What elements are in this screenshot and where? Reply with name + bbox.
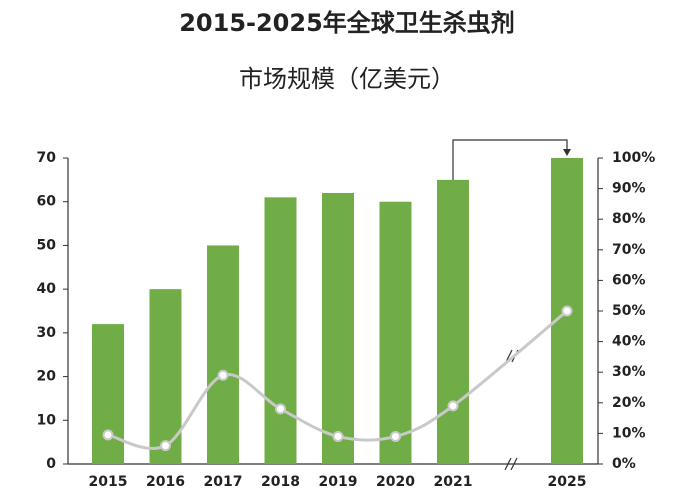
y-tick-label: 70	[37, 150, 57, 166]
x-tick-label: 2025	[548, 474, 587, 490]
y-tick-label: 20	[37, 369, 57, 385]
line-marker	[102, 429, 114, 441]
y2-tick-label: 60%	[612, 272, 646, 288]
growth-bracket	[452, 139, 568, 182]
line-marker	[275, 403, 286, 415]
y-tick-label: 30	[37, 325, 57, 341]
bar	[379, 201, 412, 464]
y2-tick-label: 10%	[612, 425, 646, 441]
y2-tick-label: 20%	[612, 395, 646, 411]
x-tick-label: 2017	[204, 474, 243, 490]
x-tick-label: 2020	[376, 474, 415, 490]
y2-tick-label: 80%	[612, 211, 646, 227]
bar	[92, 324, 124, 464]
y-tick-label: 60	[37, 194, 57, 210]
x-tick-label: 2021	[434, 474, 473, 490]
bar	[322, 192, 354, 464]
y2-tick-label: 70%	[612, 242, 646, 258]
arrow-head	[563, 149, 571, 156]
axis-break	[504, 349, 519, 471]
bar	[207, 245, 239, 464]
chart-title: 2015-2025年全球卫生杀虫剂	[179, 9, 515, 37]
x-tick-label: 2019	[319, 474, 358, 490]
y-tick-label: 40	[37, 281, 57, 297]
y2-tick-label: 40%	[612, 334, 646, 350]
line-marker	[561, 305, 573, 317]
y-tick-label: 50	[37, 237, 57, 253]
y-tick-label: 10	[37, 412, 57, 428]
x-tick-label: 2018	[261, 474, 300, 490]
bar	[264, 197, 297, 465]
y2-tick-label: 90%	[612, 181, 646, 197]
y2-tick-label: 0%	[612, 456, 636, 472]
x-tick-label: 2015	[89, 474, 128, 490]
y2-tick-label: 100%	[612, 150, 655, 166]
line-marker	[332, 430, 344, 442]
line-marker	[160, 440, 171, 452]
y-tick-label: 0	[46, 456, 56, 472]
chart-title: 市场规模（亿美元）	[239, 65, 455, 93]
line-marker	[217, 369, 229, 381]
line-marker	[447, 400, 459, 412]
x-tick-label: 2016	[146, 474, 185, 490]
y2-tick-label: 50%	[612, 303, 646, 319]
line-marker	[390, 430, 401, 442]
bar	[437, 179, 469, 464]
y2-tick-label: 30%	[612, 364, 646, 380]
